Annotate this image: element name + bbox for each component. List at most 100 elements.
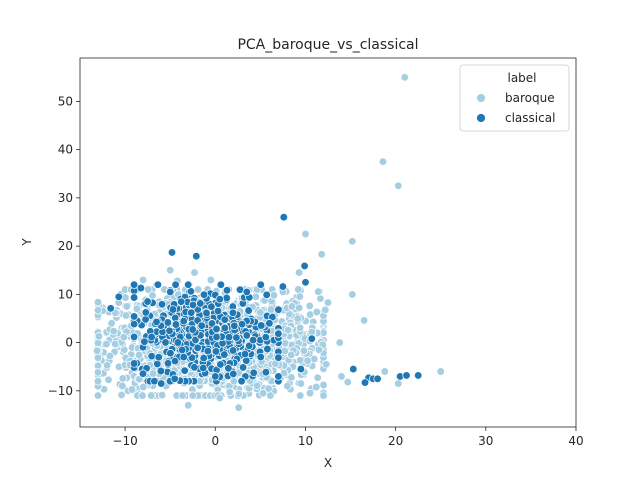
point-classical [106, 304, 115, 313]
point-baroque [348, 237, 357, 246]
point-classical [199, 353, 208, 363]
y-axis-label: Y [20, 238, 34, 247]
point-classical [213, 306, 223, 316]
point-baroque [319, 391, 328, 400]
point-baroque [436, 367, 445, 376]
point-classical [163, 318, 173, 327]
point-baroque [294, 268, 304, 277]
point-classical [224, 364, 233, 373]
point-baroque [394, 379, 403, 388]
point-baroque [269, 291, 279, 300]
point-baroque [122, 302, 132, 311]
point-baroque [215, 393, 224, 403]
point-classical [188, 300, 198, 310]
point-classical [129, 332, 139, 342]
point-classical [230, 321, 239, 330]
point-classical [167, 248, 177, 257]
point-classical [152, 317, 161, 327]
point-classical [147, 352, 156, 361]
point-classical [179, 352, 188, 362]
point-classical [197, 321, 206, 330]
point-baroque [321, 305, 330, 314]
point-classical [171, 320, 181, 329]
point-baroque [295, 292, 304, 301]
point-baroque [343, 377, 352, 387]
point-classical [163, 359, 173, 368]
point-classical [222, 286, 232, 295]
point-classical [203, 346, 212, 356]
point-classical [129, 359, 139, 368]
point-classical [228, 308, 238, 317]
point-baroque [92, 346, 102, 355]
y-tick-label: 10 [58, 287, 73, 301]
point-baroque [266, 391, 275, 400]
point-classical [228, 346, 238, 355]
point-baroque [138, 275, 148, 285]
point-classical [154, 353, 163, 362]
point-classical [188, 325, 197, 334]
point-baroque [206, 275, 215, 285]
point-classical [220, 350, 229, 359]
point-baroque [295, 323, 305, 332]
point-classical [179, 316, 188, 326]
x-tick-label: 30 [478, 434, 493, 448]
point-baroque [104, 375, 113, 384]
point-classical [141, 308, 150, 317]
point-baroque [380, 367, 389, 376]
point-classical [222, 293, 231, 303]
point-baroque [314, 287, 323, 296]
point-classical [274, 305, 283, 314]
point-baroque [305, 389, 315, 398]
point-baroque [337, 372, 346, 381]
point-baroque [146, 391, 156, 400]
point-baroque [378, 157, 388, 166]
point-baroque [303, 356, 312, 365]
legend-label-baroque: baroque [505, 91, 555, 105]
point-baroque [312, 382, 321, 392]
point-baroque [102, 339, 111, 349]
point-classical [373, 374, 382, 383]
point-baroque [166, 266, 175, 275]
point-baroque [323, 298, 333, 307]
plot-frame [79, 57, 577, 428]
point-classical [220, 323, 229, 333]
point-classical [147, 332, 156, 342]
point-baroque [258, 389, 268, 398]
point-baroque [234, 403, 243, 412]
point-baroque [322, 360, 331, 369]
chart-title: PCA_baroque_vs_classical [237, 37, 418, 53]
point-baroque [301, 229, 310, 239]
point-baroque [111, 339, 120, 349]
point-classical [211, 347, 221, 356]
point-classical [216, 360, 225, 369]
point-classical [278, 282, 288, 291]
point-baroque [400, 73, 409, 82]
point-baroque [134, 350, 144, 360]
point-classical [199, 363, 208, 373]
point-classical [161, 338, 170, 347]
point-baroque [256, 308, 265, 317]
point-classical [196, 299, 205, 308]
point-classical [216, 280, 226, 289]
point-baroque [93, 368, 103, 377]
legend-marker-baroque [476, 93, 486, 103]
point-classical [207, 319, 217, 328]
point-baroque [283, 381, 292, 391]
x-tick-label: 0 [211, 434, 219, 448]
point-classical [178, 345, 187, 355]
point-baroque [93, 353, 103, 362]
point-baroque [287, 350, 296, 360]
point-baroque [93, 298, 103, 307]
point-baroque [295, 356, 305, 365]
point-classical [153, 359, 162, 369]
point-baroque [93, 306, 103, 315]
point-classical [173, 338, 183, 347]
y-tick-label: 30 [58, 191, 73, 205]
point-baroque [314, 345, 324, 354]
point-baroque [305, 301, 314, 311]
point-baroque [93, 391, 103, 400]
point-classical [114, 292, 123, 301]
point-classical [256, 352, 265, 362]
y-tick-label: 40 [58, 143, 73, 157]
